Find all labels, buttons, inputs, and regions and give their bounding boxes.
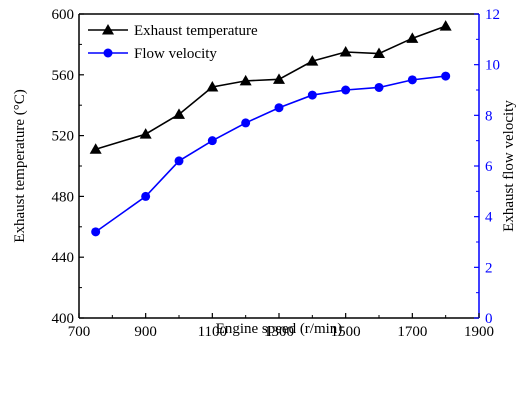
y-right-tick-label: 4 (485, 210, 493, 226)
y-right-tick-label: 10 (485, 58, 500, 74)
legend-item-exhaust-temperature: Exhaust temperature (88, 23, 258, 39)
data-point-flow-velocity (174, 156, 184, 166)
data-point-exhaust-temperature (89, 143, 102, 154)
series-line-flow-velocity (95, 75, 446, 233)
legend: Exhaust temperature Flow velocity (88, 23, 258, 62)
y-right-tick-label: 8 (485, 108, 493, 124)
series-exhaust-temperature (89, 20, 452, 154)
legend-label-exhaust-temperature: Exhaust temperature (134, 23, 258, 39)
data-point-flow-velocity (91, 227, 101, 237)
data-point-exhaust-temperature (173, 108, 185, 119)
data-point-exhaust-temperature (306, 55, 319, 66)
data-point-flow-velocity (241, 118, 251, 128)
x-tick-label: 1100 (198, 324, 227, 340)
data-point-exhaust-temperature (206, 80, 219, 92)
data-point-flow-velocity (307, 90, 317, 100)
data-point-flow-velocity (341, 85, 351, 95)
x-tick-label: 1500 (331, 324, 361, 340)
data-point-exhaust-temperature (339, 46, 352, 57)
x-tick-label: 1700 (397, 324, 427, 340)
legend-marker-exhaust-temperature (102, 24, 114, 35)
data-point-flow-velocity (407, 75, 417, 85)
data-point-exhaust-temperature (139, 128, 152, 139)
y-right-tick-label: 2 (485, 260, 493, 276)
legend-marker-flow-velocity (103, 48, 113, 58)
data-point-exhaust-temperature (373, 47, 385, 59)
y-left-tick-label: 440 (52, 250, 75, 266)
data-point-flow-velocity (274, 103, 284, 113)
x-tick-label: 900 (134, 324, 157, 340)
y-right-tick-label: 6 (485, 159, 493, 175)
y-right-tick-label: 0 (485, 311, 493, 327)
legend-label-flow-velocity: Flow velocity (134, 46, 217, 62)
y-left-tick-label: 400 (52, 311, 75, 327)
x-tick-label: 700 (68, 324, 91, 340)
series-layer (89, 20, 452, 237)
data-point-exhaust-temperature (239, 74, 252, 86)
x-axis-label: Engine speed (r/min) (216, 321, 343, 337)
data-point-flow-velocity (441, 71, 451, 81)
data-point-exhaust-temperature (439, 20, 452, 31)
y-left-tick-label: 520 (52, 129, 75, 145)
ticks: 700 900 1100 1300 1500 1700 190040044048052056… (52, 7, 501, 340)
data-point-flow-velocity (374, 82, 384, 92)
y-left-tick-label: 560 (52, 68, 75, 84)
series-line-exhaust-temperature (95, 25, 446, 151)
data-point-flow-velocity (141, 191, 151, 201)
data-point-exhaust-temperature (273, 73, 285, 84)
data-point-exhaust-temperature (406, 32, 419, 43)
y-left-tick-label: 480 (52, 189, 75, 205)
y-left-tick-label: 600 (52, 7, 75, 23)
x-tick-label: 1300 (264, 324, 294, 340)
legend-item-flow-velocity: Flow velocity (88, 46, 217, 62)
y-axis-right-label: Exhaust flow velocity (501, 100, 517, 232)
y-right-tick-label: 12 (485, 7, 500, 23)
series-flow-velocity (91, 71, 451, 237)
x-tick-label: 1900 (464, 324, 494, 340)
y-axis-left-label: Exhaust temperature (°C) (12, 89, 28, 242)
data-point-flow-velocity (207, 136, 217, 146)
